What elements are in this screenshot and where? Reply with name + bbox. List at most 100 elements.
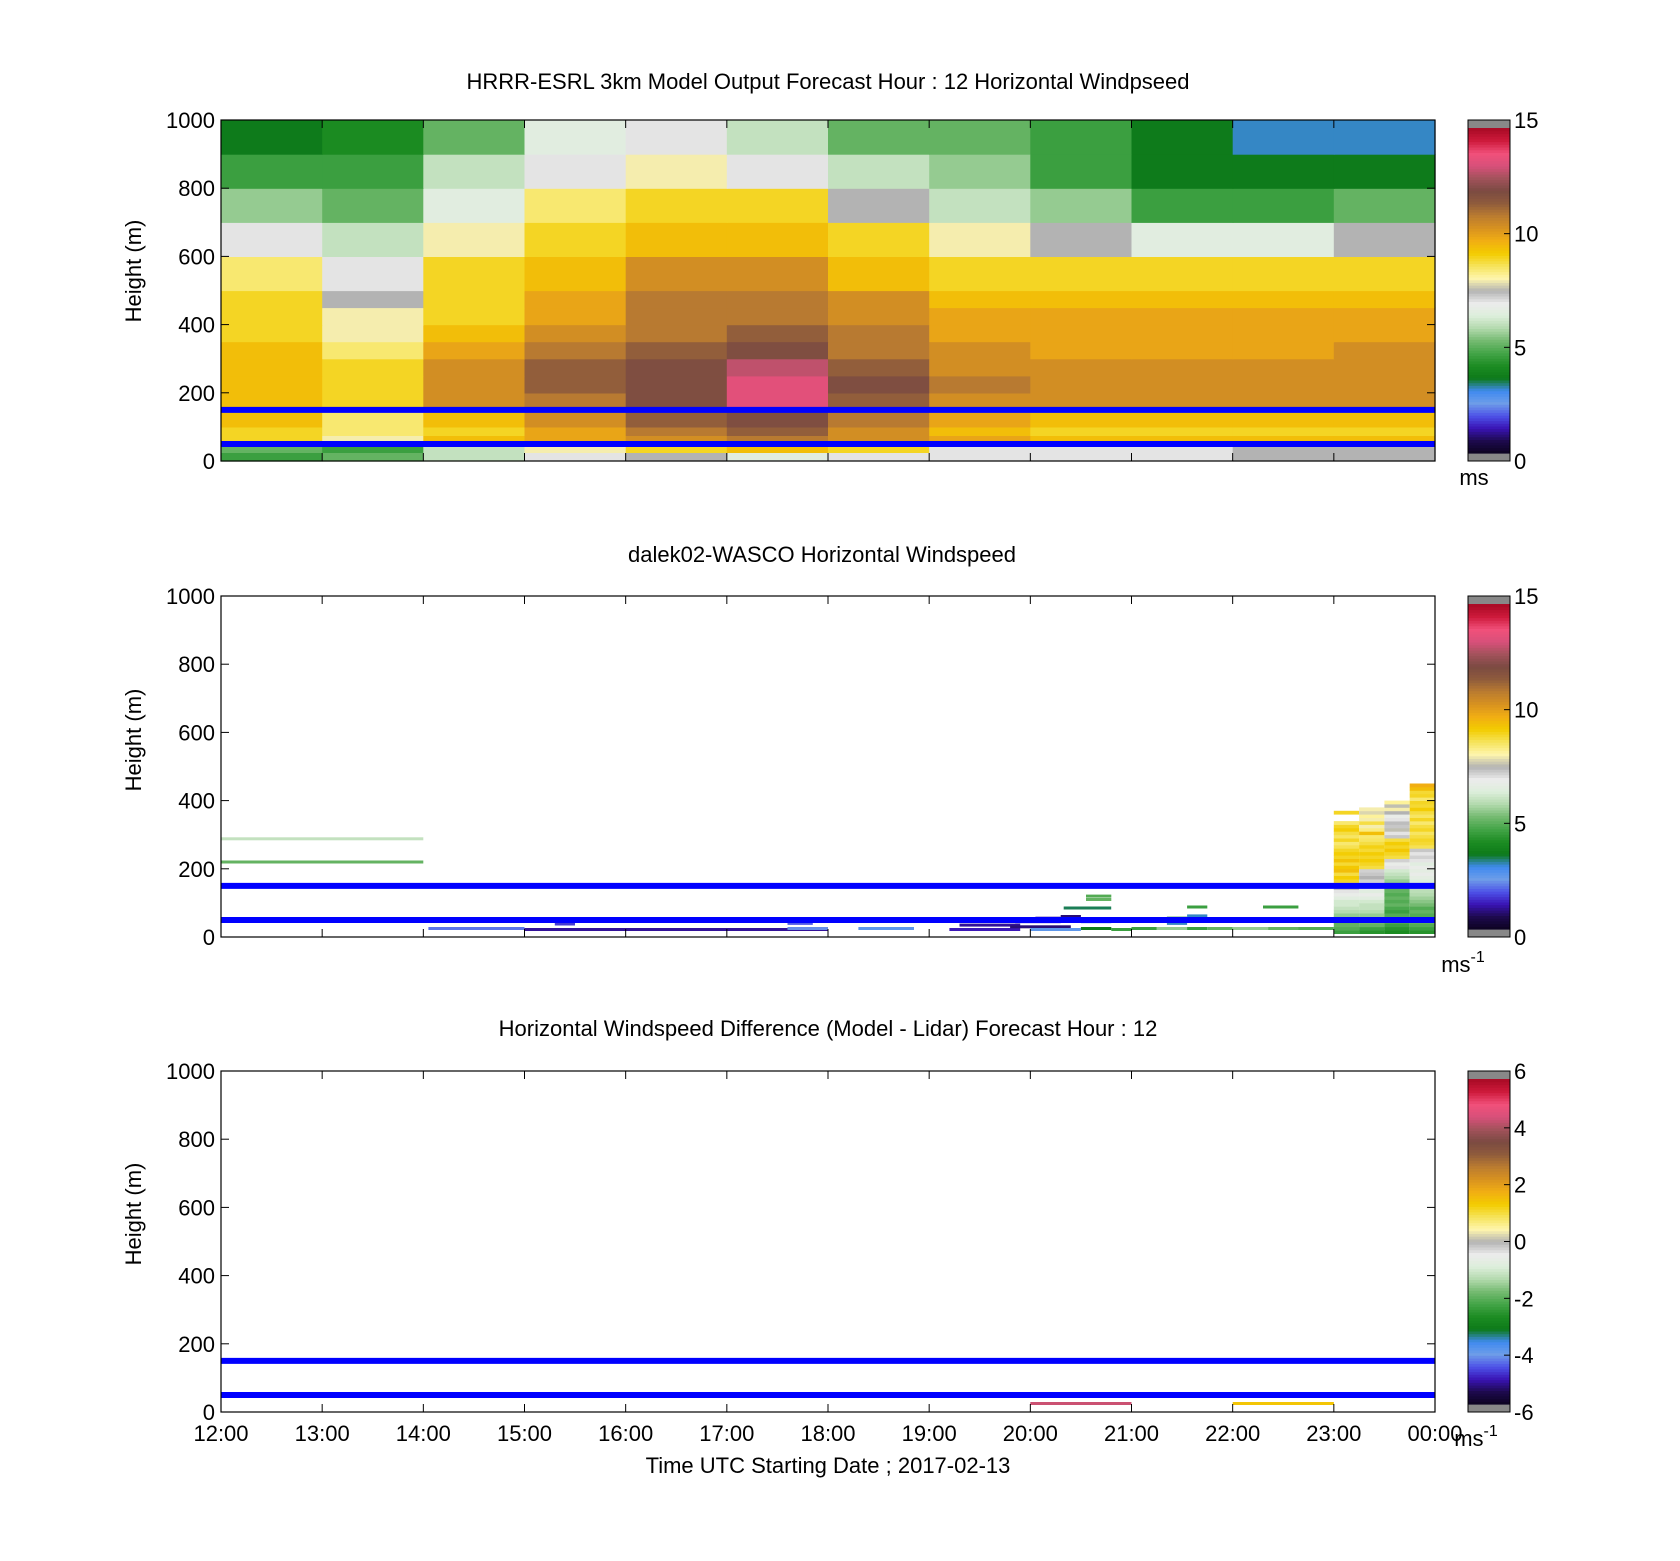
colorbar-swatch bbox=[1468, 1192, 1510, 1197]
heatmap-cell bbox=[1333, 222, 1436, 257]
colorbar-tick-label: 10 bbox=[1514, 222, 1538, 247]
colorbar-swatch bbox=[1468, 1195, 1510, 1199]
heatmap-cell bbox=[524, 435, 627, 445]
heatmap-cell bbox=[929, 409, 1031, 428]
colorbar-swatch bbox=[1468, 1276, 1510, 1281]
colorbar-swatch bbox=[1468, 1146, 1510, 1151]
colorbar-swatch bbox=[1468, 812, 1510, 816]
heatmap-cell bbox=[423, 307, 526, 326]
unit-superscript: -1 bbox=[1484, 1423, 1498, 1440]
heatmap-cell bbox=[726, 324, 829, 343]
y-tick-label: 800 bbox=[178, 652, 215, 677]
colorbar-swatch bbox=[1468, 1314, 1510, 1318]
lidar-cell bbox=[1409, 868, 1435, 873]
colorbar-swatch bbox=[1468, 271, 1510, 275]
lidar-cell bbox=[1333, 899, 1360, 904]
colorbar-swatch bbox=[1468, 214, 1510, 218]
lidar-cell bbox=[1409, 923, 1435, 928]
heatmap-cell bbox=[625, 435, 728, 445]
colorbar-swatch bbox=[1468, 163, 1510, 167]
heatmap-cell bbox=[322, 154, 424, 189]
x-tick-label: 16:00 bbox=[598, 1421, 653, 1446]
heatmap-cell bbox=[929, 443, 1031, 453]
colorbar-swatch bbox=[1468, 1127, 1510, 1132]
colorbar-swatch bbox=[1468, 1398, 1510, 1402]
lidar-cell bbox=[1333, 909, 1360, 914]
colorbar-swatch bbox=[1468, 785, 1510, 789]
lidar-segment bbox=[1207, 927, 1233, 930]
lidar-cell bbox=[1333, 855, 1360, 859]
heatmap-cell bbox=[322, 375, 424, 394]
colorbar-swatch bbox=[1468, 1097, 1510, 1102]
colorbar-swatch bbox=[1468, 225, 1510, 229]
lidar-cell bbox=[1409, 790, 1435, 795]
lidar-cell bbox=[1409, 787, 1435, 791]
heatmap-cell bbox=[929, 307, 1031, 326]
heatmap-cell bbox=[221, 188, 323, 223]
lidar-segment bbox=[1232, 927, 1269, 930]
colorbar-swatch bbox=[1468, 752, 1510, 757]
heatmap-cell bbox=[625, 154, 728, 189]
colorbar-swatch bbox=[1468, 350, 1510, 354]
heatmap-cell bbox=[1232, 443, 1335, 453]
colorbar-swatch bbox=[1468, 891, 1510, 895]
heatmap-cell bbox=[423, 256, 526, 292]
heatmap-cell bbox=[828, 188, 930, 223]
colorbar-swatch bbox=[1468, 704, 1510, 708]
colorbar-swatch bbox=[1468, 674, 1510, 678]
heatmap-cell bbox=[726, 375, 829, 394]
y-tick-label: 400 bbox=[178, 789, 215, 814]
colorbar-swatch bbox=[1468, 631, 1510, 635]
colorbar-swatch bbox=[1468, 1257, 1510, 1262]
colorbar-swatch bbox=[1468, 133, 1510, 137]
colorbar-swatch bbox=[1468, 374, 1510, 378]
colorbar-swatch bbox=[1468, 325, 1510, 330]
heatmap-cell bbox=[423, 435, 526, 445]
colorbar-swatch bbox=[1468, 1357, 1510, 1362]
colorbar-swatch bbox=[1468, 1325, 1510, 1329]
colorbar-swatch bbox=[1468, 1214, 1510, 1218]
colorbar-swatch bbox=[1468, 317, 1510, 321]
colorbar-swatch bbox=[1468, 847, 1510, 852]
colorbar-swatch bbox=[1468, 612, 1510, 616]
colorbar-swatch bbox=[1468, 899, 1510, 903]
colorbar-swatch bbox=[1468, 1249, 1510, 1253]
lidar-cell bbox=[1359, 810, 1385, 815]
colorbar-swatch bbox=[1468, 801, 1510, 806]
lidar-cell bbox=[1333, 879, 1360, 883]
lidar-cell bbox=[1359, 858, 1385, 863]
heatmap-cell bbox=[1030, 188, 1133, 223]
colorbar-swatch bbox=[1468, 130, 1510, 135]
colorbar-swatch bbox=[1468, 1095, 1510, 1099]
y-tick-label: 0 bbox=[203, 925, 215, 950]
heatmap-cell bbox=[828, 222, 930, 257]
lidar-cell bbox=[1409, 800, 1435, 805]
heatmap-cell bbox=[524, 222, 627, 257]
lidar-segment bbox=[1080, 927, 1112, 930]
heatmap-cell bbox=[828, 154, 930, 189]
lidar-cell bbox=[1333, 841, 1360, 846]
lidar-cell bbox=[1409, 831, 1435, 836]
colorbar-swatch bbox=[1468, 636, 1510, 640]
lidar-cell bbox=[1409, 783, 1435, 788]
lidar-cell bbox=[1409, 848, 1435, 853]
heatmap-cell bbox=[1232, 222, 1335, 257]
heatmap-cell bbox=[221, 452, 323, 462]
heatmap-cell bbox=[828, 120, 930, 155]
colorbar-swatch bbox=[1468, 393, 1510, 397]
heatmap-cell bbox=[929, 290, 1031, 309]
colorbar-swatch bbox=[1468, 877, 1510, 881]
lidar-cell bbox=[1409, 858, 1435, 863]
colorbar-swatch bbox=[1468, 904, 1510, 908]
lidar-cell bbox=[1359, 848, 1385, 853]
colorbar-swatch bbox=[1468, 782, 1510, 787]
lidar-cell bbox=[1384, 872, 1410, 876]
lidar-cell bbox=[1384, 930, 1410, 934]
colorbar-swatch bbox=[1468, 176, 1510, 181]
colorbar-swatch bbox=[1468, 1168, 1510, 1172]
colorbar-frame bbox=[1467, 595, 1511, 938]
colorbar-swatch bbox=[1468, 910, 1510, 914]
colorbar-tick-label: 0 bbox=[1514, 449, 1526, 474]
heatmap-cell bbox=[423, 188, 526, 223]
lidar-cell bbox=[1384, 902, 1410, 907]
